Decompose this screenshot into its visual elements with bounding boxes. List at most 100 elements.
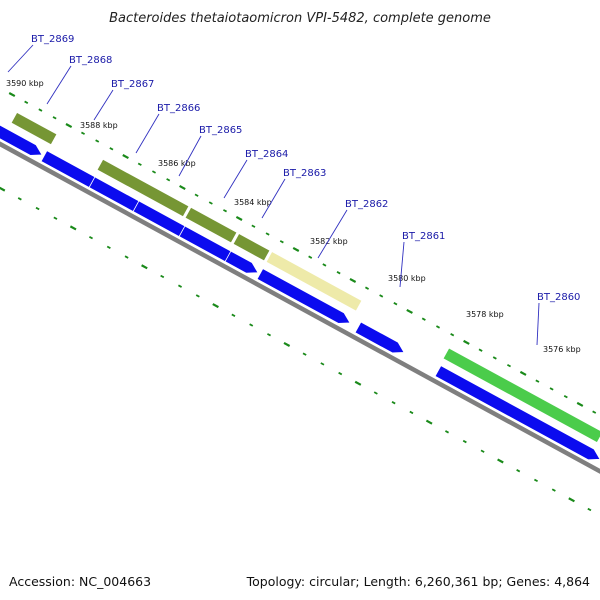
inner-tick xyxy=(17,197,22,201)
inner-tick xyxy=(497,458,504,464)
outer-tick xyxy=(194,193,199,197)
label-leader-line xyxy=(261,178,286,219)
inner-tick xyxy=(231,313,236,317)
outer-tick xyxy=(492,356,497,360)
outer-tick xyxy=(535,379,540,383)
inner-tick xyxy=(587,507,592,512)
outer-tick xyxy=(8,92,16,98)
outer-tick xyxy=(364,286,370,290)
gene-label-bt-2861: BT_2861 xyxy=(402,231,445,242)
genome-title: Bacteroides thetaiotaomicron VPI-5482, c… xyxy=(109,11,491,26)
inner-tick xyxy=(124,255,129,259)
position-label: 3580 kbp xyxy=(388,274,426,283)
inner-tick xyxy=(35,206,40,211)
inner-tick xyxy=(0,186,6,192)
inner-tick xyxy=(409,410,414,415)
outer-tick xyxy=(592,410,597,414)
inner-tick xyxy=(53,216,58,220)
inner-tick xyxy=(212,303,219,309)
outer-tick xyxy=(463,339,470,345)
outer-tick xyxy=(95,139,100,143)
gene-feature xyxy=(96,158,190,218)
gene-feature xyxy=(10,111,58,146)
position-label: 3582 kbp xyxy=(310,237,348,246)
outer-tick xyxy=(308,255,313,259)
outer-tick xyxy=(109,147,114,151)
gene-feature xyxy=(265,250,363,312)
outer-tick xyxy=(122,154,129,160)
outer-tick-ring xyxy=(8,92,597,414)
inner-tick xyxy=(283,341,291,347)
outer-tick xyxy=(166,178,171,182)
outer-tick xyxy=(549,387,554,391)
inner-tick-ring xyxy=(0,186,592,512)
outer-tick xyxy=(393,302,398,306)
outer-tick xyxy=(421,317,426,321)
outer-tick xyxy=(435,325,441,329)
outer-tick xyxy=(179,185,186,190)
label-leader-line xyxy=(135,113,160,154)
position-label: 3584 kbp xyxy=(234,198,272,207)
outer-tick xyxy=(151,170,157,174)
cds-arrow xyxy=(354,321,405,354)
outer-tick xyxy=(336,271,341,275)
outer-tick xyxy=(279,240,284,244)
inner-tick xyxy=(320,362,325,366)
outer-tick xyxy=(506,364,512,368)
outer-tick xyxy=(292,246,300,252)
genome-backbone xyxy=(0,141,600,474)
inner-tick xyxy=(391,401,396,405)
outer-tick xyxy=(576,401,584,407)
label-leader-line xyxy=(223,159,248,199)
gene-label-bt-2869: BT_2869 xyxy=(31,34,74,45)
outer-tick xyxy=(38,108,43,112)
cds-arrow xyxy=(434,365,600,461)
label-leader-line xyxy=(399,241,405,288)
label-leader-line xyxy=(317,209,348,259)
outer-tick xyxy=(478,348,483,352)
gene-labels: BT_2869 BT_2868 BT_2867 BT_2866 BT_2865 BT_28… xyxy=(7,34,580,346)
inner-tick xyxy=(160,274,165,279)
inner-tick xyxy=(249,323,254,327)
gene-label-bt-2866: BT_2866 xyxy=(157,103,200,114)
outer-tick xyxy=(52,116,57,120)
gene-feature xyxy=(442,347,600,444)
inner-tick xyxy=(425,419,433,425)
gene-label-bt-2865: BT_2865 xyxy=(199,125,242,136)
cds-arrow xyxy=(224,250,259,274)
inner-tick xyxy=(568,497,575,503)
label-leader-line xyxy=(46,65,72,105)
position-label: 3576 kbp xyxy=(543,345,581,354)
outer-tick xyxy=(137,162,142,166)
label-leader-line xyxy=(93,89,114,121)
outer-tick xyxy=(235,215,243,221)
gene-label-bt-2867: BT_2867 xyxy=(111,79,154,90)
position-labels: 3590 kbp 3588 kbp 3586 kbp 3584 kbp 3582 kbp… xyxy=(6,79,581,354)
label-leader-line xyxy=(536,302,540,346)
inner-tick xyxy=(141,264,148,270)
inner-tick xyxy=(462,439,467,444)
inner-tick xyxy=(302,352,307,356)
inner-tick xyxy=(266,333,272,337)
outer-tick xyxy=(251,224,256,228)
label-leader-line xyxy=(178,135,202,177)
inner-tick xyxy=(88,235,94,240)
outer-tick xyxy=(265,232,270,236)
outer-tick xyxy=(563,394,568,399)
position-label: 3578 kbp xyxy=(466,310,504,319)
gene-label-bt-2863: BT_2863 xyxy=(283,168,326,179)
cds-arrow xyxy=(256,268,351,324)
position-label: 3586 kbp xyxy=(158,159,196,168)
inner-tick xyxy=(354,380,362,386)
inner-tick xyxy=(177,284,183,288)
outer-tick xyxy=(406,308,413,314)
inner-tick xyxy=(516,469,521,473)
gene-label-bt-2864: BT_2864 xyxy=(245,149,288,160)
inner-tick xyxy=(338,371,343,376)
gene-feature xyxy=(232,232,271,262)
inner-tick xyxy=(551,488,556,492)
gene-feature xyxy=(184,206,238,244)
gene-track xyxy=(10,111,600,444)
outer-tick xyxy=(519,370,527,376)
